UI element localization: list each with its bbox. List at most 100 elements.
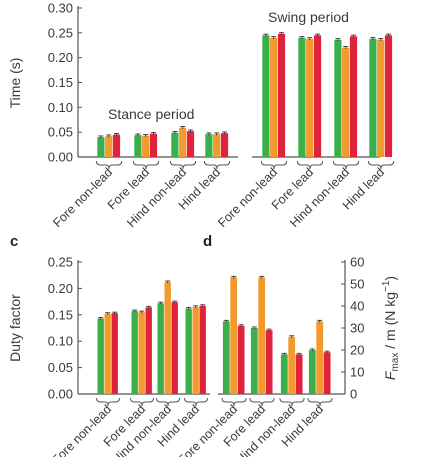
bar — [149, 133, 158, 157]
category-brace — [221, 397, 247, 407]
bar — [308, 350, 316, 394]
y-tick-label: 0.25 — [48, 255, 73, 270]
y-tick-label: 50 — [350, 277, 364, 292]
category-brace — [296, 160, 324, 170]
bar — [298, 37, 306, 157]
bar — [342, 47, 350, 157]
bar — [288, 336, 296, 394]
bar — [222, 321, 230, 394]
axis-gap — [238, 154, 252, 160]
y-axis-label: Time (s) — [7, 58, 23, 109]
y-tick-label: 0.20 — [48, 50, 73, 65]
bar — [205, 134, 213, 157]
category-brace — [132, 160, 160, 170]
bar — [258, 277, 266, 394]
bar — [171, 132, 179, 157]
y-tick-label: 20 — [350, 343, 364, 358]
category-brace — [203, 160, 231, 170]
bar — [280, 354, 288, 394]
bar — [134, 135, 142, 157]
bar — [111, 313, 118, 394]
category-brace — [130, 397, 154, 407]
category-brace — [184, 397, 208, 407]
bar — [277, 33, 286, 157]
y-tick-label: 0.00 — [48, 387, 73, 402]
bar — [145, 307, 152, 394]
bar — [270, 37, 278, 157]
bar — [179, 127, 187, 157]
bar — [250, 328, 258, 394]
chart-top: 0.00 0.05 0.10 0.15 0.20 0.25 0.30 Fore non-lea… — [7, 1, 395, 230]
y-tick-label: 0.15 — [48, 75, 73, 90]
bar — [97, 318, 104, 394]
category-brace — [307, 397, 333, 407]
y-tick-label: 0.15 — [48, 307, 73, 322]
y-tick-label: 30 — [350, 321, 364, 336]
bar — [97, 137, 105, 157]
y-axis-label-part: / m (N kg — [382, 292, 398, 353]
category-label: Fore non-lead — [49, 402, 114, 457]
bar — [377, 39, 385, 157]
y-tick-label: 0.05 — [48, 125, 73, 140]
y-axis-label-part: ) — [382, 276, 398, 281]
bar — [262, 35, 270, 157]
y-axis-label: Duty factor — [7, 294, 23, 362]
bar — [157, 303, 164, 394]
category-brace — [96, 397, 120, 407]
y-tick-label: 0.10 — [48, 100, 73, 115]
category-brace — [156, 397, 180, 407]
category-label: Fore non-lead — [215, 165, 280, 230]
category-brace — [367, 160, 395, 170]
bar — [313, 35, 322, 157]
bar — [104, 313, 111, 394]
bar — [334, 39, 342, 157]
category-label: Fore non-lead — [50, 165, 115, 230]
bar — [295, 354, 303, 394]
category-brace — [169, 160, 197, 170]
y-tick-label: 0.05 — [48, 360, 73, 375]
bar — [199, 305, 206, 394]
y-tick-label: 0.25 — [48, 25, 73, 40]
bar — [323, 352, 331, 394]
bar — [316, 321, 324, 394]
swing-period-label: Swing period — [268, 9, 349, 25]
category-brace — [279, 397, 305, 407]
y-tick-label: 40 — [350, 299, 364, 314]
category-brace — [260, 160, 288, 170]
y-tick-label: 0.00 — [48, 150, 73, 165]
bar — [265, 330, 273, 394]
y-tick-label: 60 — [350, 255, 364, 270]
bar — [131, 311, 138, 394]
y-tick-label: 0.20 — [48, 281, 73, 296]
y-tick-label: 0 — [350, 387, 357, 402]
y-axis-label-part: F — [382, 370, 398, 380]
bar — [164, 282, 171, 394]
bar — [138, 312, 145, 394]
bar — [349, 36, 358, 158]
bar — [171, 302, 178, 394]
y-tick-label: 0.30 — [48, 1, 73, 16]
bar — [186, 131, 195, 157]
category-brace — [95, 160, 123, 170]
bar — [142, 135, 150, 157]
panel-label-d: d — [203, 233, 212, 250]
bar — [369, 38, 377, 157]
bar — [105, 136, 113, 157]
category-brace — [249, 397, 275, 407]
y-axis-label-part: max — [390, 353, 401, 372]
y-tick-label: 0.10 — [48, 334, 73, 349]
category-brace — [332, 160, 360, 170]
bar — [384, 35, 393, 157]
y-axis-label-part: −1 — [381, 280, 392, 292]
bar — [306, 38, 314, 157]
bar — [112, 134, 121, 157]
stance-period-label: Stance period — [108, 106, 194, 122]
bar — [192, 306, 199, 394]
y-tick-label: 10 — [350, 365, 364, 380]
bar — [237, 325, 245, 394]
bar — [185, 308, 192, 394]
bar — [213, 134, 221, 157]
